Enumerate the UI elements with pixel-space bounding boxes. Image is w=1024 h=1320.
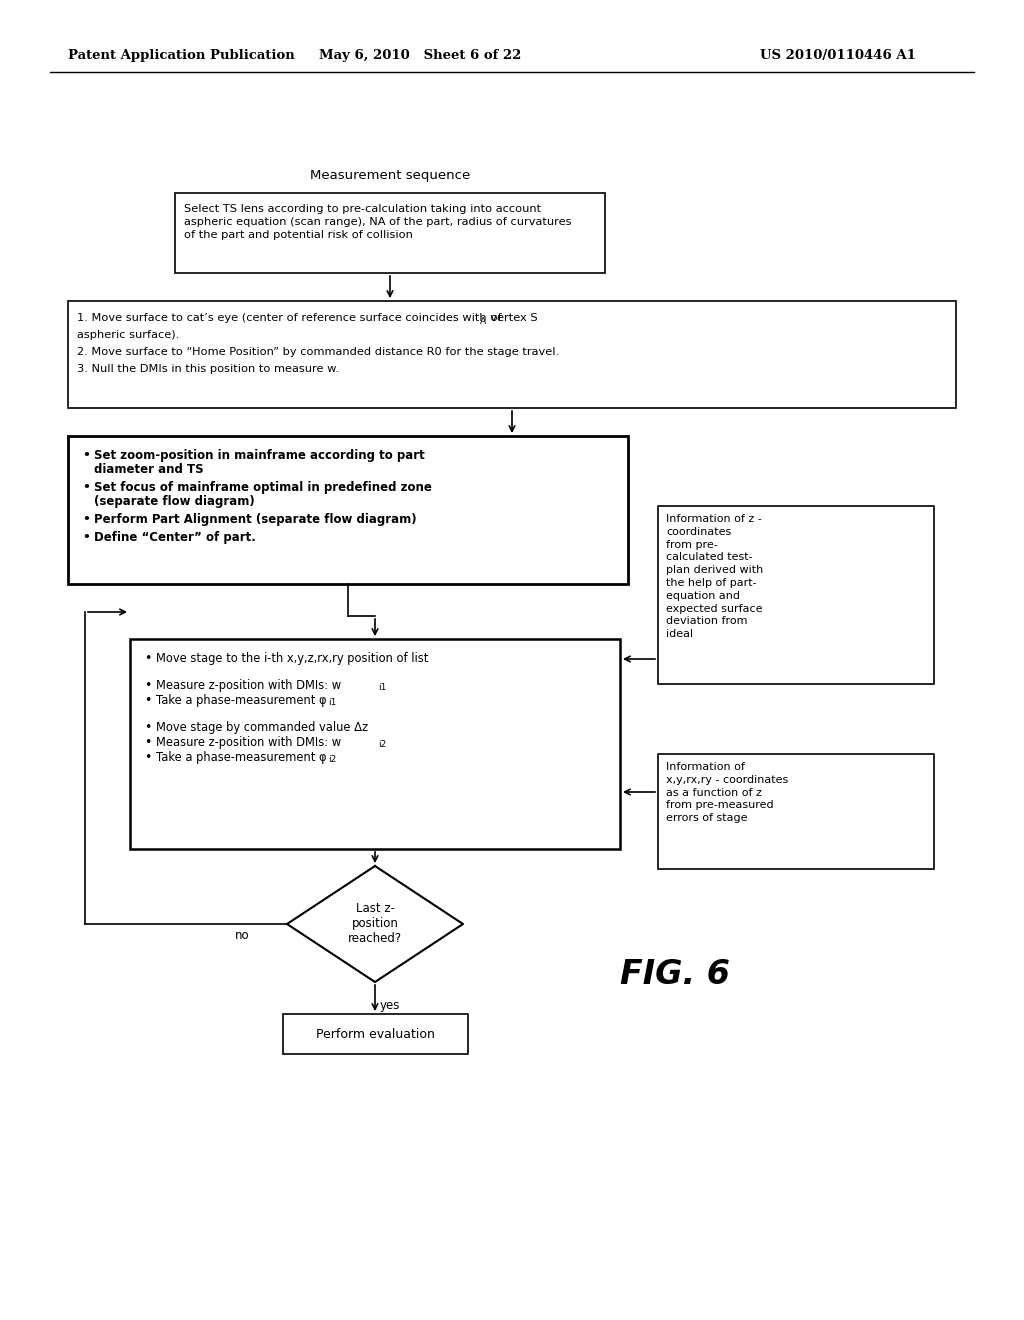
- Text: no: no: [234, 929, 250, 942]
- Text: aspheric surface).: aspheric surface).: [77, 330, 179, 341]
- Bar: [658, 754, 934, 869]
- Text: Measure z-position with DMIs: w: Measure z-position with DMIs: w: [156, 737, 341, 748]
- Text: Take a phase-measurement φ: Take a phase-measurement φ: [156, 694, 327, 708]
- Text: •: •: [144, 751, 152, 764]
- Bar: [658, 506, 934, 684]
- Bar: [175, 193, 605, 273]
- Text: (separate flow diagram): (separate flow diagram): [94, 495, 255, 508]
- Text: Information of z -
coordinates
from pre-
calculated test-
plan derived with
the : Information of z - coordinates from pre-…: [666, 513, 763, 639]
- Bar: [130, 639, 620, 849]
- Text: US 2010/0110446 A1: US 2010/0110446 A1: [760, 49, 915, 62]
- Text: i2: i2: [378, 741, 386, 748]
- Text: i2: i2: [328, 755, 336, 764]
- Text: 1. Move surface to cat’s eye (center of reference surface coincides with vertex : 1. Move surface to cat’s eye (center of …: [77, 313, 538, 323]
- Text: •: •: [144, 737, 152, 748]
- Text: •: •: [82, 531, 90, 544]
- Text: yes: yes: [380, 999, 400, 1012]
- Text: Select TS lens according to pre-calculation taking into account
aspheric equatio: Select TS lens according to pre-calculat…: [184, 205, 571, 240]
- Text: •: •: [144, 678, 152, 692]
- Text: Measurement sequence: Measurement sequence: [310, 169, 470, 181]
- Text: •: •: [144, 721, 152, 734]
- Text: Move stage to the i-th x,y,z,rx,ry position of list: Move stage to the i-th x,y,z,rx,ry posit…: [156, 652, 428, 665]
- Text: Last z-
position
reached?: Last z- position reached?: [348, 903, 402, 945]
- Text: Measure z-position with DMIs: w: Measure z-position with DMIs: w: [156, 678, 341, 692]
- Text: A: A: [480, 317, 486, 326]
- Text: Take a phase-measurement φ: Take a phase-measurement φ: [156, 751, 327, 764]
- Text: Set focus of mainframe optimal in predefined zone: Set focus of mainframe optimal in predef…: [94, 480, 432, 494]
- Text: Information of
x,y,rx,ry - coordinates
as a function of z
from pre-measured
erro: Information of x,y,rx,ry - coordinates a…: [666, 762, 788, 824]
- Text: FIG. 6: FIG. 6: [620, 957, 730, 990]
- Text: Define “Center” of part.: Define “Center” of part.: [94, 531, 256, 544]
- Text: i1: i1: [328, 698, 336, 708]
- Text: •: •: [144, 652, 152, 665]
- Text: i1: i1: [378, 682, 386, 692]
- Text: Set zoom-position in mainframe according to part: Set zoom-position in mainframe according…: [94, 449, 425, 462]
- Bar: [283, 1014, 468, 1053]
- Text: 2. Move surface to “Home Position” by commanded distance R0 for the stage travel: 2. Move surface to “Home Position” by co…: [77, 347, 559, 356]
- Text: May 6, 2010   Sheet 6 of 22: May 6, 2010 Sheet 6 of 22: [318, 49, 521, 62]
- Text: Move stage by commanded value Δz: Move stage by commanded value Δz: [156, 721, 368, 734]
- Text: diameter and TS: diameter and TS: [94, 463, 204, 477]
- Text: •: •: [82, 513, 90, 525]
- Text: •: •: [82, 449, 90, 462]
- Text: Patent Application Publication: Patent Application Publication: [68, 49, 295, 62]
- Bar: [68, 301, 956, 408]
- Text: Perform Part Alignment (separate flow diagram): Perform Part Alignment (separate flow di…: [94, 513, 417, 525]
- Text: Perform evaluation: Perform evaluation: [316, 1027, 435, 1040]
- Text: •: •: [82, 480, 90, 494]
- Text: •: •: [144, 694, 152, 708]
- Text: 3. Null the DMIs in this position to measure w.: 3. Null the DMIs in this position to mea…: [77, 364, 339, 374]
- Bar: [68, 436, 628, 583]
- Text: of: of: [487, 313, 502, 323]
